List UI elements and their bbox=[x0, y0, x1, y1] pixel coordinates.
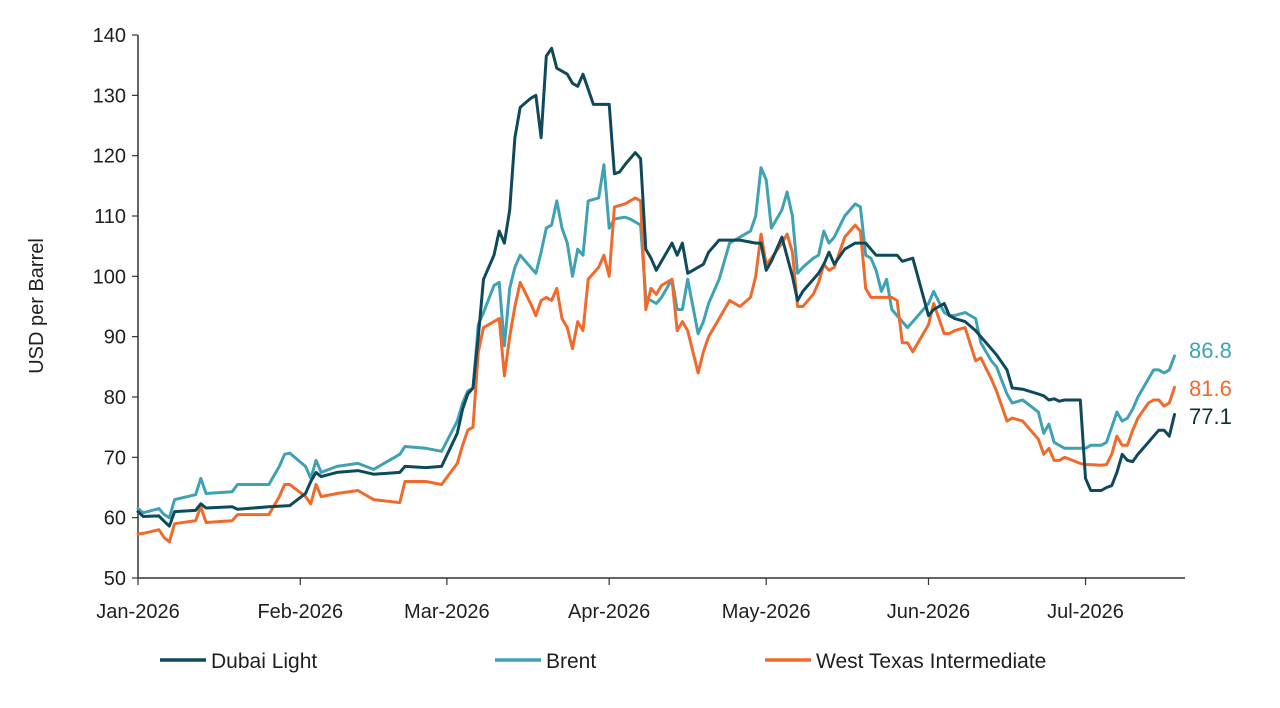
x-tick-label: Jan-2026 bbox=[96, 601, 179, 623]
legend-label: Dubai Light bbox=[211, 650, 317, 673]
legend-label: West Texas Intermediate bbox=[816, 650, 1046, 673]
series-line-dubai-light bbox=[136, 46, 1176, 528]
x-tick-label: Mar-2026 bbox=[404, 601, 490, 623]
x-tick-label: Feb-2026 bbox=[257, 601, 343, 623]
legend: Dubai Light Brent West Texas Intermediate bbox=[160, 650, 1046, 673]
y-tick-label: 90 bbox=[104, 327, 126, 349]
x-tick-label: Jul-2026 bbox=[1047, 601, 1124, 623]
legend-label: Brent bbox=[546, 650, 596, 673]
x-axis: Jan-2026 Feb-2026 Mar-2026 Apr-2026 May-2026… bbox=[96, 577, 1185, 623]
y-tick-label: 100 bbox=[93, 266, 126, 288]
series-lines bbox=[136, 46, 1176, 544]
y-tick-label: 60 bbox=[104, 508, 126, 530]
end-label-dubai-light: 77.1 bbox=[1189, 404, 1232, 429]
y-tick-label: 70 bbox=[104, 447, 126, 469]
series-line-brent bbox=[136, 163, 1176, 520]
y-tick-label: 80 bbox=[104, 387, 126, 409]
x-tick-label: Apr-2026 bbox=[568, 601, 650, 623]
series-line-west-texas-intermediate bbox=[136, 196, 1176, 544]
y-tick-label: 140 bbox=[93, 25, 126, 47]
end-label-west-texas-intermediate: 81.6 bbox=[1189, 376, 1232, 401]
y-tick-label: 120 bbox=[93, 146, 126, 168]
y-tick-label: 110 bbox=[94, 206, 126, 228]
x-tick-label: May-2026 bbox=[722, 601, 811, 623]
y-tick-label: 50 bbox=[104, 568, 126, 590]
x-tick-label: Jun-2026 bbox=[887, 601, 970, 623]
end-value-labels: 77.1 86.8 81.6 bbox=[1189, 338, 1232, 429]
y-axis-title: USD per Barrel bbox=[26, 238, 48, 374]
y-tick-label: 130 bbox=[93, 85, 126, 107]
end-label-brent: 86.8 bbox=[1189, 338, 1232, 363]
y-axis: 50 60 70 80 90 100 110 120 130 140 bbox=[93, 25, 139, 590]
